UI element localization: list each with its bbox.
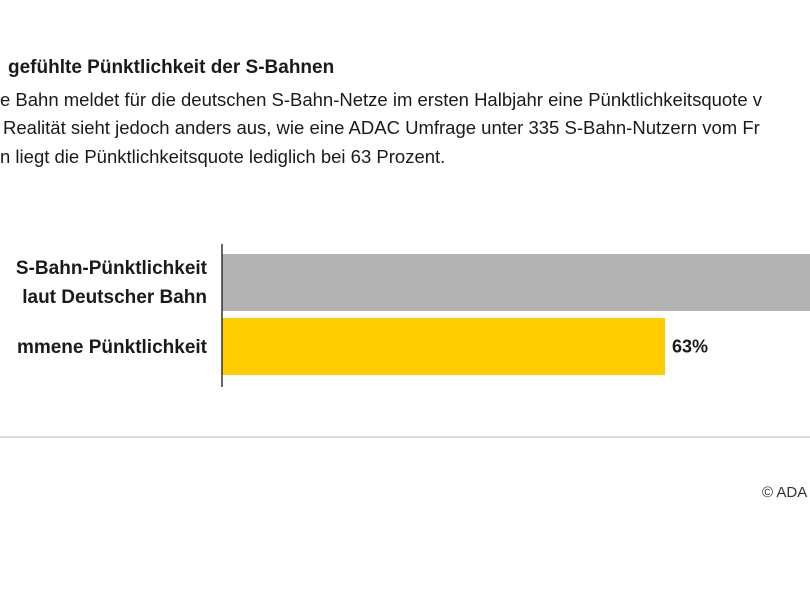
category-label-line: mmene Pünktlichkeit [16,336,207,358]
data-label-1: 63% [672,337,708,357]
description-line-3: n liegt die Pünktlichkeitsquote lediglic… [0,146,446,167]
category-label-line: laut Deutscher Bahn [22,286,207,308]
category-label-db: S-Bahn-Pünktlichkeit laut Deutscher Bahn [0,254,207,312]
description-line-1: e Bahn meldet für die deutschen S-Bahn-N… [0,89,763,110]
copyright-notice: © ADA [762,484,808,501]
bar-1 [222,318,665,375]
category-label-line: S-Bahn-Pünktlichkeit [15,257,207,279]
category-label-perceived: mmene Pünktlichkeit [0,333,207,362]
bar-0 [222,254,810,311]
chart-title: gefühlte Pünktlichkeit der S-Bahnen [8,57,335,78]
description-line-2: Realität sieht jedoch anders aus, wie ei… [3,117,760,138]
